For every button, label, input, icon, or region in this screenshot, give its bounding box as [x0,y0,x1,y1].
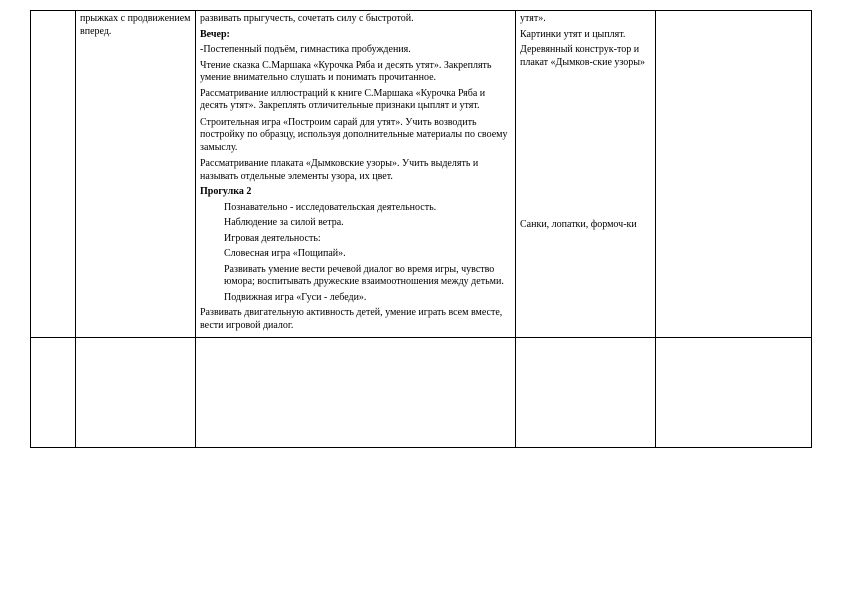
cell-r1-c2: развивать прыгучесть, сочетать силу с бы… [196,11,516,338]
planning-table: прыжках с продвижением вперед. развивать… [30,10,812,448]
cell-r2-c3 [516,338,656,448]
text-line: Рассматривание иллюстраций к книге С.Мар… [200,88,511,113]
text-line: Чтение сказка С.Маршака «Курочка Ряба и … [200,60,511,85]
table-row [31,338,812,448]
text-line: Строительная игра «Построим сарай для ут… [200,117,511,155]
text-line: -Постепенный подъём, гимнастика пробужде… [200,44,511,57]
list-item: Наблюдение за силой ветра. [200,217,511,230]
text-line: развивать прыгучесть, сочетать силу с бы… [200,13,511,26]
text-line: Картинки утят и цыплят. [520,29,651,42]
cell-r2-c2 [196,338,516,448]
list-item: Словесная игра «Пощипай». [200,248,511,261]
list-item: Познавательно - исследовательская деятел… [200,202,511,215]
cell-r1-c1: прыжках с продвижением вперед. [76,11,196,338]
heading-walk2: Прогулка 2 [200,186,511,199]
cell-r1-c4 [656,11,812,338]
text-line: Рассматривание плаката «Дымковские узоры… [200,158,511,183]
cell-r1-c0 [31,11,76,338]
text-line: утят». [520,13,651,26]
list-item: Подвижная игра «Гуси - лебеди». [200,292,511,305]
cell-r2-c4 [656,338,812,448]
list-item: Игровая деятельность: [200,233,511,246]
list-item: Развивать умение вести речевой диалог во… [200,264,511,289]
page: { "table": { "columns": [ {"key":"c0","w… [0,0,842,595]
cell-r2-c1 [76,338,196,448]
table-row: прыжках с продвижением вперед. развивать… [31,11,812,338]
cell-r2-c0 [31,338,76,448]
cell-r1-c3: утят». Картинки утят и цыплят. Деревянны… [516,11,656,338]
text-line: Санки, лопатки, формоч-ки [520,219,651,232]
heading-evening: Вечер: [200,29,511,42]
text-line: Развивать двигательную активность детей,… [200,307,511,332]
text-line: Деревянный конструк-тор и плакат «Дымков… [520,44,651,69]
